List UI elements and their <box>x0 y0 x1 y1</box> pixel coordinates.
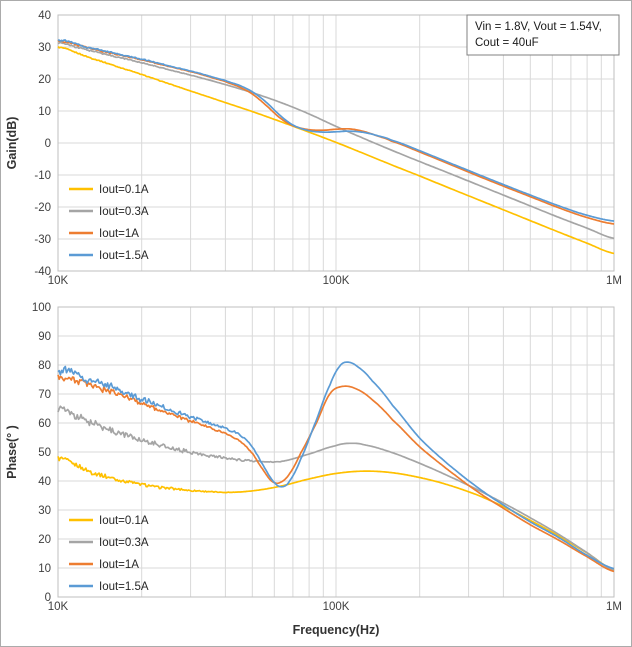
y-tick-label: 100 <box>32 302 51 314</box>
series-line-iout-0.1a <box>57 45 615 255</box>
y-tick-label: 40 <box>38 10 51 22</box>
y-axis-title: Gain(dB) <box>5 117 19 170</box>
annotation-line: Vin = 1.8V, Vout = 1.54V, <box>475 21 602 33</box>
y-tick-label: 70 <box>38 389 51 401</box>
series-line-iout-1.5a <box>57 361 615 570</box>
legend-item-iout-1.5a: Iout=1.5A <box>69 581 149 593</box>
y-tick-label: 10 <box>38 106 51 118</box>
plot-border <box>57 306 615 598</box>
series-line-iout-0.3a <box>57 405 615 572</box>
y-tick-label: 30 <box>38 42 51 54</box>
y-tick-label: -40 <box>34 266 51 278</box>
y-tick-label: -10 <box>34 170 51 182</box>
legend-item-iout-1a: Iout=1A <box>69 228 139 240</box>
y-tick-label: 0 <box>45 592 51 604</box>
legend-label: Iout=1.5A <box>99 581 149 593</box>
y-tick-label: 40 <box>38 476 51 488</box>
series-line-iout-1.5a <box>57 39 615 222</box>
legend-item-iout-0.1a: Iout=0.1A <box>69 184 149 196</box>
annotation-box: Vin = 1.8V, Vout = 1.54V, Cout = 40uF <box>466 14 620 56</box>
legend-item-iout-0.3a: Iout=0.3A <box>69 537 149 549</box>
legend-label: Iout=1.5A <box>99 250 149 262</box>
annotation-line: Cout = 40uF <box>475 37 539 49</box>
legend: Iout=0.1A Iout=0.3A Iout=1A Iout=1.5A <box>69 184 149 262</box>
gain-chart-svg: Iout=0.1A Iout=0.3A Iout=1A Iout=1.5A 40 30 20… <box>5 10 622 287</box>
legend-label: Iout=0.3A <box>99 537 149 549</box>
y-tick-label: 80 <box>38 360 51 372</box>
x-tick-label: 100K <box>323 601 350 613</box>
series-line-iout-1a <box>57 374 615 573</box>
legend-item-iout-1a: Iout=1A <box>69 559 139 571</box>
x-tick-label: 1M <box>606 601 622 613</box>
grid-lines <box>57 306 615 598</box>
y-tick-label: -30 <box>34 234 51 246</box>
series-line-iout-0.3a <box>57 41 615 240</box>
plot-border <box>57 14 615 272</box>
y-tick-label: 20 <box>38 534 51 546</box>
legend-label: Iout=0.3A <box>99 206 149 218</box>
legend: Iout=0.1A Iout=0.3A Iout=1A Iout=1.5A <box>69 515 149 593</box>
legend-item-iout-0.1a: Iout=0.1A <box>69 515 149 527</box>
x-tick-label: 10K <box>48 275 69 287</box>
legend-label: Iout=1A <box>99 228 139 240</box>
grid-lines <box>57 14 615 272</box>
legend-item-iout-1.5a: Iout=1.5A <box>69 250 149 262</box>
legend-item-iout-0.3a: Iout=0.3A <box>69 206 149 218</box>
y-tick-label: 60 <box>38 418 51 430</box>
phase-chart-svg: Iout=0.1AIout=0.3AIout=1AIout=1.5A100908… <box>5 302 622 637</box>
legend-label: Iout=1A <box>99 559 139 571</box>
legend-label: Iout=0.1A <box>99 515 149 527</box>
legend-label: Iout=0.1A <box>99 184 149 196</box>
x-axis-title: Frequency(Hz) <box>293 623 380 637</box>
y-tick-label: 10 <box>38 563 51 575</box>
x-tick-label: 100K <box>323 275 350 287</box>
y-tick-label: 20 <box>38 74 51 86</box>
y-tick-label: 30 <box>38 505 51 517</box>
y-tick-label: 0 <box>45 138 51 150</box>
x-tick-label: 10K <box>48 601 69 613</box>
y-axis-title: Phase(° ) <box>5 425 19 479</box>
y-tick-label: 90 <box>38 331 51 343</box>
y-tick-label: -20 <box>34 202 51 214</box>
x-tick-label: 1M <box>606 275 622 287</box>
y-tick-label: 50 <box>38 447 51 459</box>
